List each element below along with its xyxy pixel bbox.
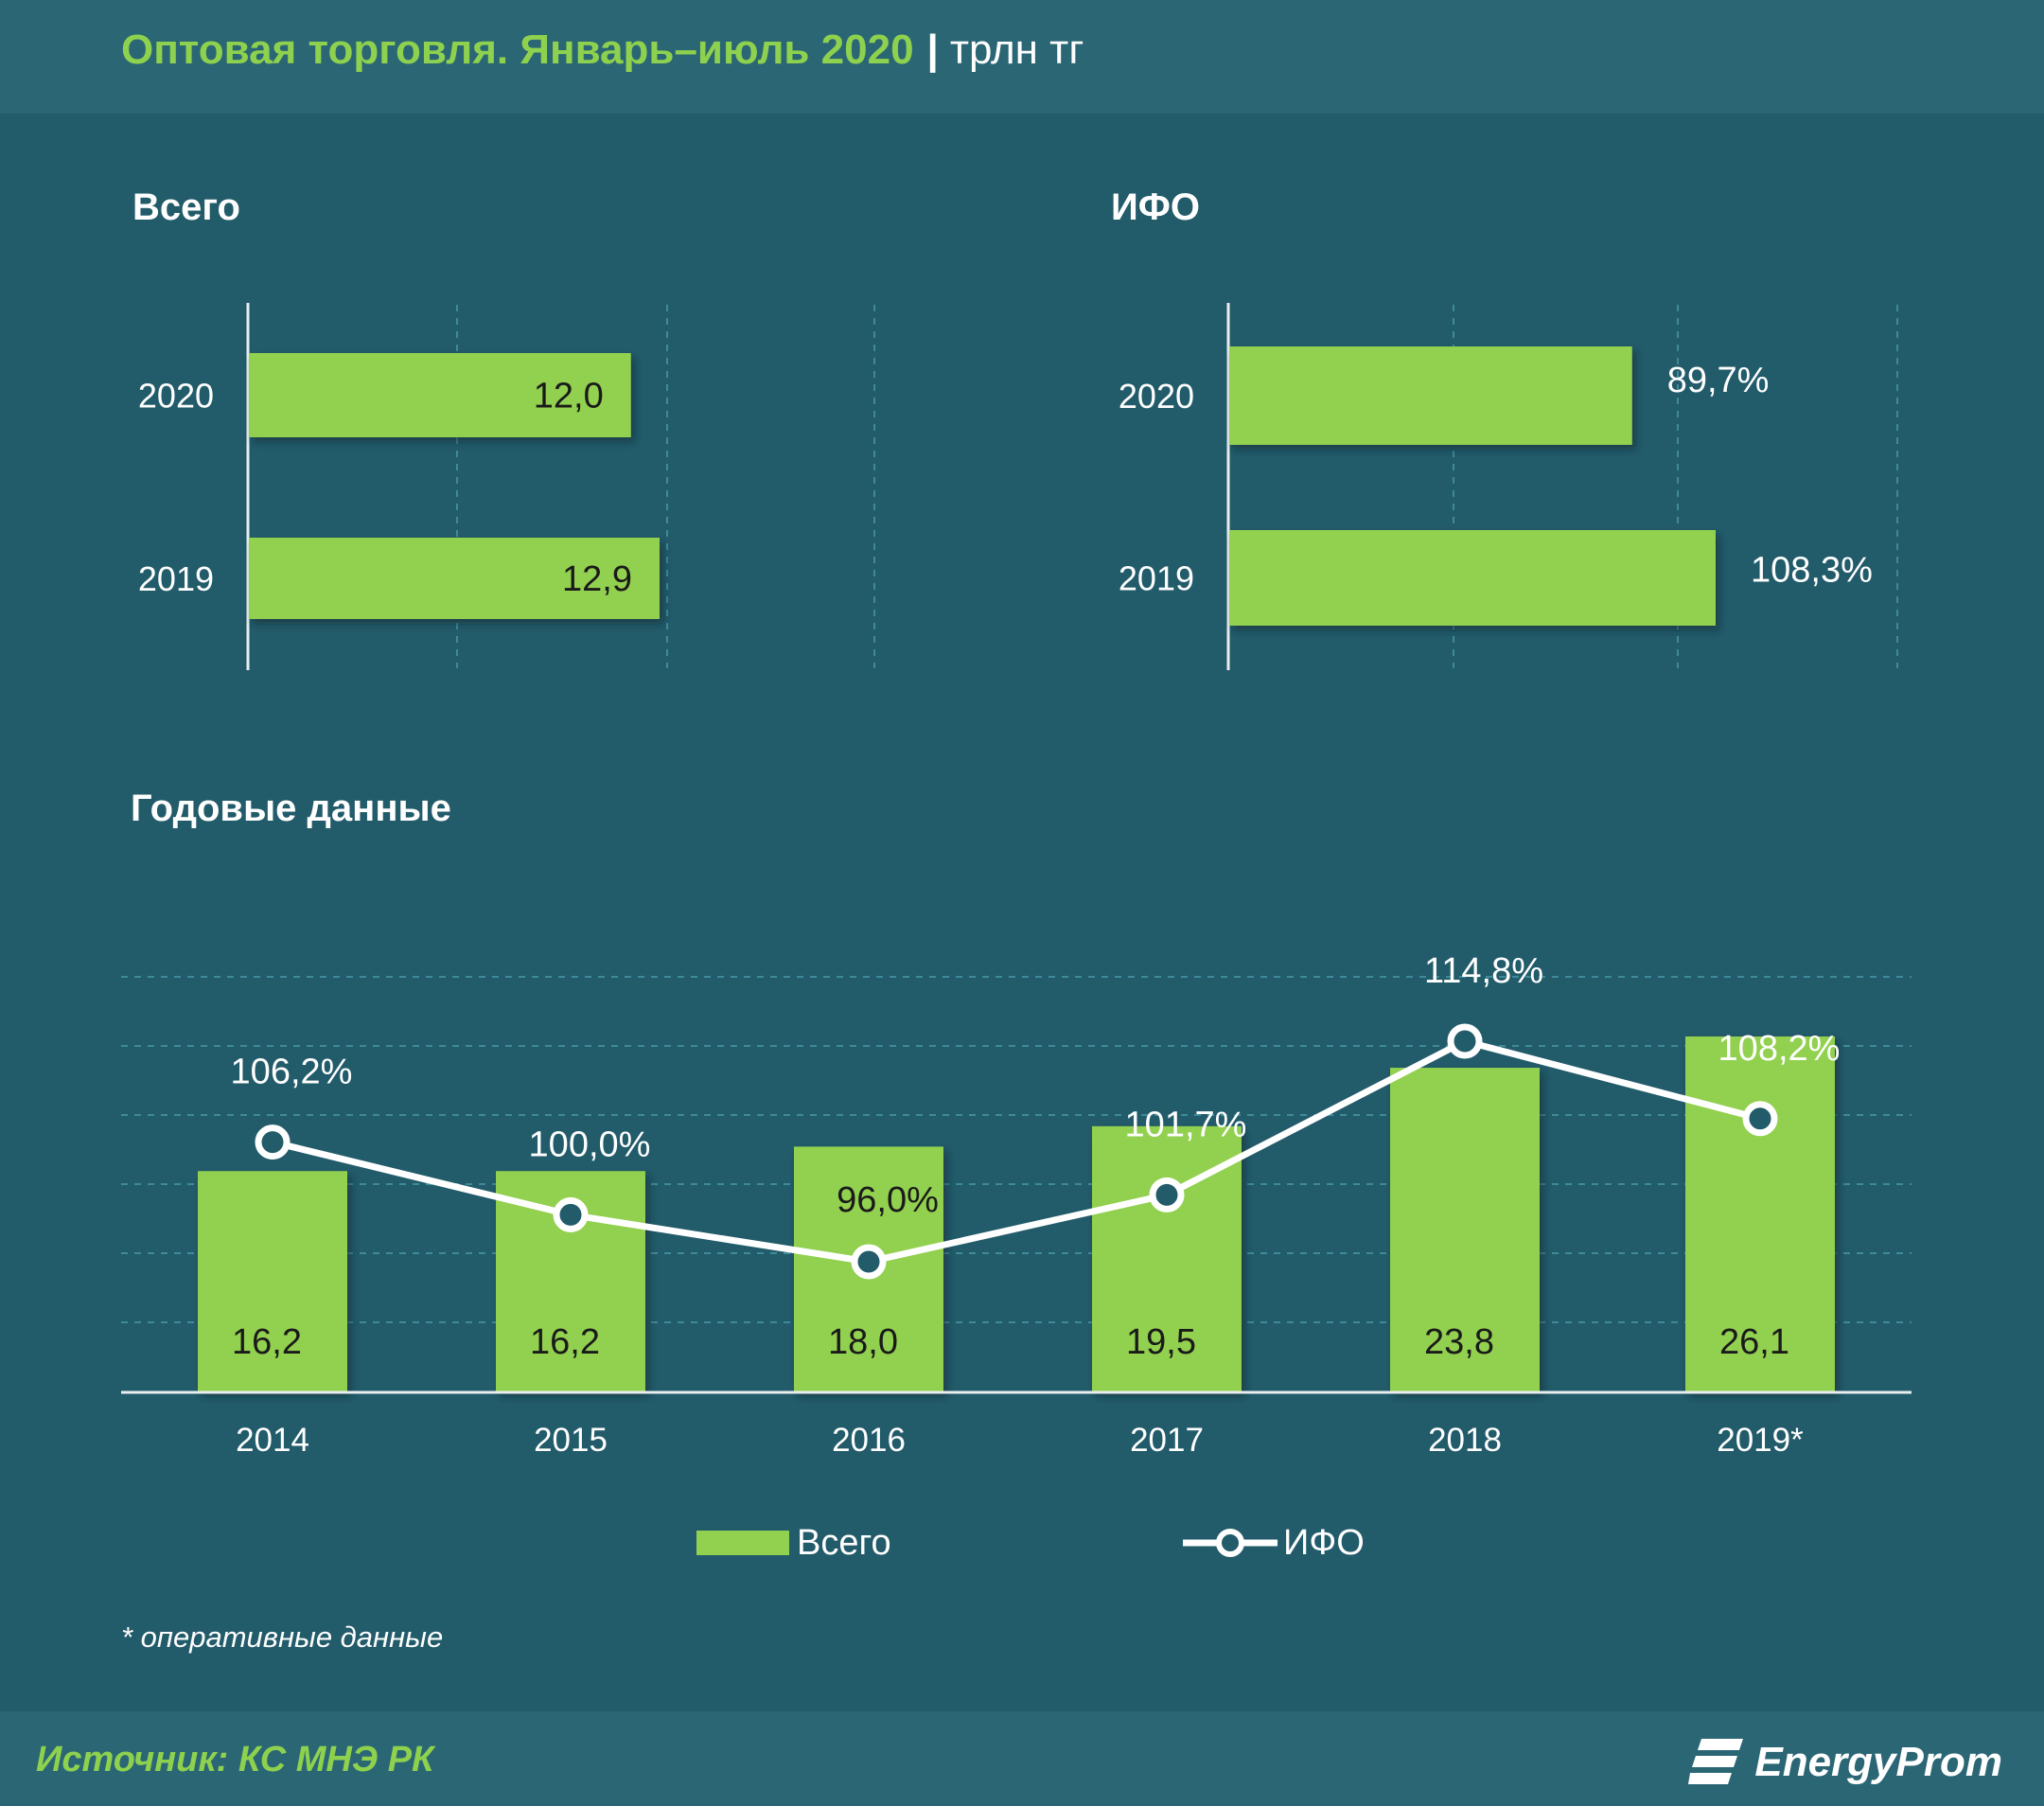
ifo-data-label: 108,2% bbox=[1718, 1029, 1841, 1069]
bar bbox=[1229, 346, 1632, 445]
bar-data-label: 26,1 bbox=[1719, 1322, 1789, 1362]
header-bar: Оптовая торговля. Январь–июль 2020 | трлн … bbox=[0, 0, 2044, 114]
bar-data-label: 16,2 bbox=[530, 1322, 600, 1362]
data-label: 12,9 bbox=[562, 559, 632, 599]
ifo-point bbox=[1149, 1177, 1185, 1213]
ifo-point bbox=[255, 1124, 291, 1160]
title-separator: | bbox=[926, 27, 939, 73]
data-label: 108,3% bbox=[1751, 551, 1873, 591]
data-label: 89,7% bbox=[1667, 361, 1770, 400]
legend-swatch-bars bbox=[696, 1531, 789, 1555]
ifo-point bbox=[1742, 1101, 1778, 1137]
legend-label-line: ИФО bbox=[1283, 1523, 1365, 1563]
x-tick-label: 2015 bbox=[534, 1422, 608, 1459]
title-text: Оптовая торговля. Январь–июль 2020 bbox=[121, 27, 914, 73]
x-tick-label: 2018 bbox=[1428, 1422, 1502, 1459]
source-note: Источник: КС МНЭ РК bbox=[36, 1740, 434, 1779]
legend-swatch-marker bbox=[1216, 1529, 1244, 1557]
x-tick-label: 2017 bbox=[1130, 1422, 1204, 1459]
panel-title: Всего bbox=[132, 186, 240, 228]
brand-name: EnergyProm bbox=[1754, 1739, 2002, 1785]
page-title: Оптовая торговля. Январь–июль 2020 | трлн … bbox=[121, 27, 1084, 74]
bar bbox=[1229, 530, 1716, 626]
footnote: * оперативные данные bbox=[121, 1620, 444, 1654]
bar-data-label: 18,0 bbox=[828, 1322, 898, 1362]
footer-bar: Источник: КС МНЭ РК EnergyProm bbox=[0, 1711, 2044, 1806]
legend-label-bars: Всего bbox=[797, 1523, 891, 1563]
bar bbox=[1390, 1068, 1540, 1391]
category-label: 2020 bbox=[138, 377, 214, 416]
ifo-data-label: 114,8% bbox=[1424, 951, 1543, 991]
bar-data-label: 16,2 bbox=[232, 1322, 302, 1362]
bar bbox=[249, 538, 660, 619]
brand-logo: EnergyProm bbox=[1688, 1734, 2002, 1791]
bar bbox=[1685, 1036, 1835, 1391]
bar bbox=[249, 353, 631, 437]
energyprom-logo-icon bbox=[1688, 1739, 1744, 1784]
category-label: 2019 bbox=[1119, 559, 1194, 598]
ifo-point bbox=[851, 1244, 887, 1280]
bar-data-label: 19,5 bbox=[1126, 1322, 1196, 1362]
x-tick-label: 2019* bbox=[1717, 1422, 1804, 1459]
ifo-data-label: 100,0% bbox=[529, 1124, 651, 1164]
ifo-point bbox=[1447, 1023, 1483, 1059]
x-tick-label: 2016 bbox=[832, 1422, 906, 1459]
ifo-data-label: 106,2% bbox=[231, 1053, 353, 1092]
category-label: 2019 bbox=[138, 559, 214, 598]
ifo-series-line bbox=[272, 1037, 1761, 1266]
ifo-data-label: 96,0% bbox=[837, 1180, 939, 1220]
bar-data-label: 23,8 bbox=[1424, 1322, 1494, 1362]
x-tick-label: 2014 bbox=[236, 1422, 309, 1459]
title-unit: трлн тг bbox=[949, 27, 1084, 73]
panel-title: ИФО bbox=[1111, 186, 1200, 228]
bar bbox=[198, 1171, 347, 1391]
ifo-point bbox=[553, 1196, 589, 1232]
chart-title: Годовые данные bbox=[131, 788, 451, 829]
category-label: 2020 bbox=[1119, 377, 1194, 416]
ifo-data-label: 101,7% bbox=[1125, 1105, 1247, 1144]
data-label: 12,0 bbox=[534, 377, 604, 416]
